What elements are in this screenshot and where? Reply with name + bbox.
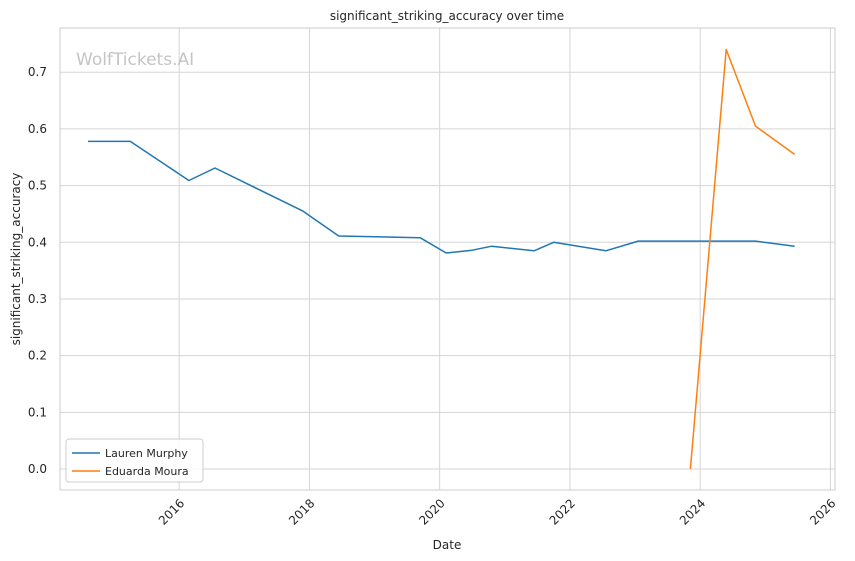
y-tick-label: 0.7: [28, 65, 47, 79]
series-line-lauren-murphy: [88, 140, 795, 254]
legend-label-lauren-murphy: Lauren Murphy: [105, 447, 188, 460]
y-tick-label: 0.0: [28, 462, 47, 476]
y-tick-labels: 0.0 0.1 0.2 0.3 0.4 0.5 0.6 0.7: [28, 65, 47, 476]
watermark-logo: WolfTickets.AI: [76, 50, 194, 70]
y-tick-label: 0.5: [28, 179, 47, 193]
legend-label-eduarda-moura: Eduarda Moura: [105, 465, 189, 478]
y-gridlines: [60, 71, 835, 470]
y-tick-label: 0.3: [28, 292, 47, 306]
plot-frame: [59, 27, 836, 491]
y-tick-label: 0.2: [28, 349, 47, 363]
series-line-eduarda-moura: [689, 48, 796, 470]
chart-title: significant_striking_accuracy over time: [330, 9, 564, 23]
x-gridlines: [178, 28, 831, 490]
legend-box: [65, 438, 204, 483]
y-axis-title: significant_striking_accuracy: [9, 173, 23, 346]
legend: Lauren Murphy Eduarda Moura: [65, 438, 204, 483]
y-tick-label: 0.4: [28, 235, 47, 249]
y-tick-label: 0.1: [28, 405, 47, 419]
series-lines: [88, 48, 796, 470]
x-axis-title: Date: [433, 538, 462, 552]
y-tick-label: 0.6: [28, 122, 47, 136]
